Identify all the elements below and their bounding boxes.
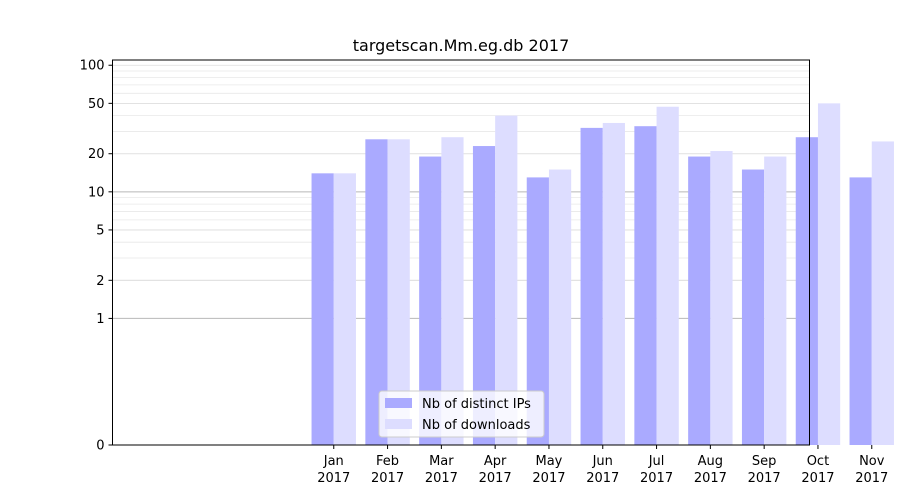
bar-downloads	[871, 141, 894, 445]
y-tick-label: 2	[96, 274, 104, 289]
chart-title: targetscan.Mm.eg.db 2017	[353, 36, 570, 55]
x-tick-label: 2017	[371, 471, 404, 486]
bar-distinct-ips	[795, 137, 818, 446]
legend-box	[378, 390, 545, 438]
x-tick-label: 2017	[425, 471, 458, 486]
x-tick-label: Nov	[859, 454, 885, 469]
legend-swatch	[385, 398, 412, 408]
x-tick-label: Aug	[698, 454, 723, 469]
bar-distinct-ips	[634, 126, 657, 446]
y-tick-label: 10	[88, 185, 105, 200]
bar-downloads	[602, 122, 625, 445]
legend-label: Nb of downloads	[422, 418, 531, 433]
x-tick-label: 2017	[586, 471, 619, 486]
y-tick-label: 100	[80, 59, 105, 74]
legend: Nb of distinct IPs Nb of downloads	[378, 390, 545, 438]
plot-frame	[112, 59, 810, 446]
y-tick-label: 20	[88, 147, 105, 162]
bar-distinct-ips	[365, 139, 388, 445]
x-tick-label: May	[536, 454, 563, 469]
x-tick-label: Jan	[323, 454, 344, 469]
bar-distinct-ips	[849, 177, 872, 446]
x-tick-label: Jun	[592, 454, 613, 469]
x-tick-label: 2017	[317, 471, 350, 486]
x-tick-label: 2017	[532, 471, 565, 486]
x-tick-label: Apr	[484, 454, 507, 469]
x-tick-label: 2017	[801, 471, 834, 486]
bar-distinct-ips	[741, 169, 765, 445]
x-tick-label: Oct	[807, 454, 829, 469]
x-tick-label: Jul	[648, 454, 665, 469]
bar-downloads	[817, 103, 841, 445]
x-tick-label: 2017	[479, 471, 512, 486]
x-tick-label: 2017	[748, 471, 781, 486]
bar-downloads	[387, 139, 410, 445]
x-axis: Jan 2017 Feb 2017 Mar 2017 Apr 2017 May 2017 Jun 20…	[317, 445, 888, 486]
bar-downloads	[333, 173, 356, 445]
legend-label: Nb of distinct IPs	[422, 397, 531, 412]
y-tick-label: 1	[96, 312, 104, 327]
bar-downloads	[656, 106, 679, 445]
x-tick-label: Mar	[429, 454, 454, 469]
y-tick-label: 5	[96, 223, 104, 238]
bar-downloads	[764, 156, 787, 446]
y-tick-label: 0	[96, 439, 104, 454]
y-axis: 0 1 2 5 10 20 50 100	[80, 59, 113, 454]
x-tick-label: 2017	[640, 471, 673, 486]
bar-downloads	[441, 137, 464, 446]
bar-distinct-ips	[419, 156, 442, 446]
legend-swatch	[385, 419, 412, 429]
bar-distinct-ips	[526, 177, 549, 446]
y-tick-label: 50	[88, 97, 105, 112]
x-tick-label: 2017	[694, 471, 727, 486]
bar-downloads	[710, 151, 733, 445]
x-tick-label: Feb	[376, 454, 399, 469]
bar-distinct-ips	[580, 127, 603, 445]
x-tick-label: Sep	[752, 454, 777, 469]
bar-downloads	[548, 169, 572, 445]
x-tick-label: 2017	[855, 471, 888, 486]
bar-downloads	[495, 115, 518, 445]
bar-distinct-ips	[688, 156, 711, 446]
bar-distinct-ips	[311, 173, 334, 445]
bars	[311, 103, 894, 446]
bar-distinct-ips	[472, 146, 496, 445]
